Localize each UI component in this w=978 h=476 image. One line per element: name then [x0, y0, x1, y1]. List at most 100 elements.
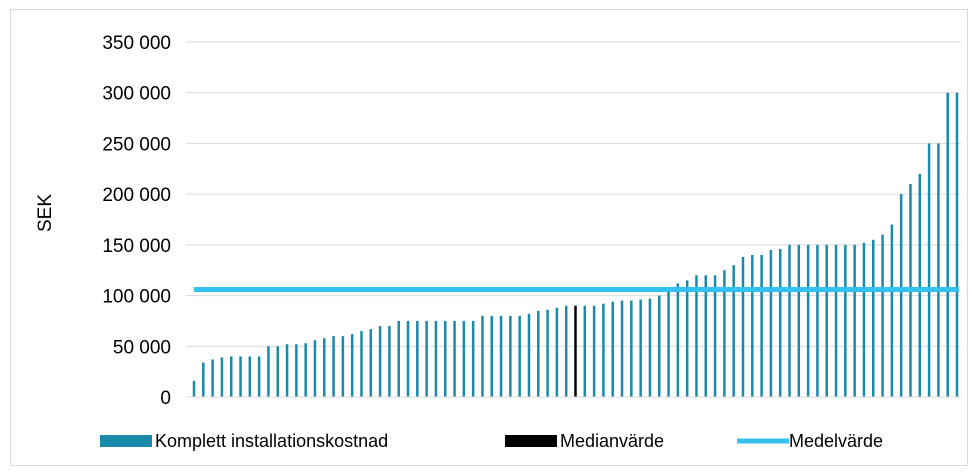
bar — [425, 320, 428, 397]
bar — [685, 280, 689, 397]
bar — [285, 344, 289, 397]
bar — [388, 326, 391, 397]
bar — [704, 275, 708, 397]
bar — [881, 234, 884, 397]
bar — [332, 336, 335, 397]
bar — [723, 270, 726, 397]
bar — [462, 320, 466, 397]
bar — [918, 173, 922, 397]
bar — [406, 320, 410, 397]
bar — [453, 320, 456, 397]
bar — [788, 244, 791, 397]
bar — [295, 344, 298, 397]
bar — [713, 275, 717, 397]
legend-swatch-mean — [737, 438, 789, 444]
bar — [481, 315, 484, 397]
bar — [751, 255, 754, 397]
bar — [760, 255, 763, 397]
bar — [955, 92, 959, 397]
bar — [350, 334, 354, 397]
bar — [555, 307, 559, 397]
bar — [509, 315, 512, 397]
bar — [620, 300, 624, 397]
bar — [602, 303, 605, 397]
median-bar — [574, 305, 577, 397]
bar — [211, 359, 214, 397]
bar — [630, 300, 633, 397]
bar — [769, 249, 773, 397]
bar — [397, 320, 400, 397]
bar — [937, 143, 940, 397]
y-tick-label: 250 000 — [102, 134, 171, 155]
legend: Komplett installationskostnad Medianvärd… — [100, 431, 883, 451]
legend-label-median: Medianvärde — [560, 431, 664, 451]
y-tick-label: 350 000 — [102, 33, 171, 54]
bar — [872, 239, 875, 397]
bar — [834, 244, 838, 397]
bar — [369, 329, 373, 397]
bar — [434, 320, 438, 397]
bar — [518, 315, 521, 397]
bar — [778, 248, 782, 397]
bar — [695, 275, 698, 397]
bar — [257, 356, 261, 397]
bar — [946, 92, 949, 397]
legend-swatch-median — [505, 435, 557, 447]
bar — [220, 357, 224, 397]
bar — [797, 244, 801, 397]
bar — [583, 305, 587, 397]
y-tick-label: 50 000 — [113, 337, 171, 358]
bar — [304, 343, 307, 397]
bar — [648, 298, 652, 397]
bar — [899, 194, 903, 397]
bar — [239, 356, 242, 397]
bar — [844, 244, 847, 397]
bar — [323, 338, 326, 397]
bar — [853, 244, 856, 397]
bar — [537, 310, 540, 397]
bar — [202, 362, 205, 397]
bar — [313, 340, 317, 397]
bar — [657, 295, 661, 397]
legend-swatch-installation — [100, 435, 152, 447]
bar — [248, 356, 252, 397]
bar — [592, 305, 596, 397]
y-tick-label: 100 000 — [102, 287, 171, 308]
bar — [741, 257, 745, 397]
bar — [546, 309, 549, 397]
bar — [527, 313, 531, 397]
bars — [192, 92, 959, 397]
bar — [267, 346, 270, 397]
bar — [229, 356, 233, 397]
bar — [927, 143, 931, 397]
bar — [276, 346, 279, 397]
bar — [667, 290, 670, 397]
bar — [499, 315, 503, 397]
legend-label-installation: Komplett installationskostnad — [155, 431, 388, 451]
bar — [732, 265, 735, 397]
bar — [416, 320, 419, 397]
bar — [192, 380, 196, 397]
y-axis-label: SEK — [35, 194, 56, 232]
bar — [341, 336, 345, 397]
bar — [360, 331, 363, 397]
bar — [676, 283, 680, 397]
legend-label-mean: Medelvärde — [789, 431, 883, 451]
bar — [816, 244, 819, 397]
bar — [378, 326, 382, 397]
y-tick-label: 0 — [160, 388, 171, 409]
bar — [611, 301, 614, 397]
y-tick-label: 200 000 — [102, 185, 171, 206]
bar — [564, 305, 568, 397]
bar — [471, 320, 475, 397]
y-tick-label: 300 000 — [102, 84, 171, 105]
bar — [639, 299, 642, 397]
bar — [490, 315, 494, 397]
y-tick-label: 150 000 — [102, 236, 171, 257]
bar — [443, 320, 447, 397]
bar — [806, 244, 810, 397]
y-axis-ticks: 0 50 000 100 000 150 000 200 000 250 000 300 0… — [102, 33, 171, 409]
bar — [825, 244, 828, 397]
bar — [890, 224, 894, 397]
